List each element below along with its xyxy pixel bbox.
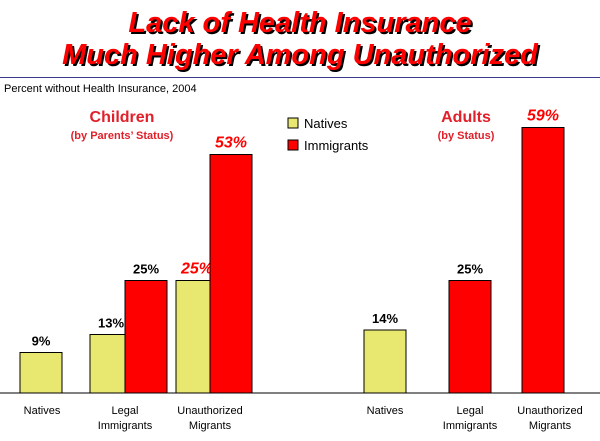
bar	[363, 329, 407, 394]
legend-swatch	[287, 139, 299, 151]
bar	[19, 352, 63, 394]
data-label: 13%	[98, 316, 124, 331]
panel-subheading: (by Status)	[438, 130, 495, 142]
category-label: Unauthorized	[177, 405, 242, 417]
chart-subtitle: Percent without Health Insurance, 2004	[4, 83, 197, 95]
bar	[209, 154, 253, 394]
chart-marks: Children (by Parents’ Status) 9% Natives 13%…	[19, 108, 583, 432]
category-label: Migrants	[529, 420, 572, 432]
category-label: Immigrants	[98, 420, 153, 432]
bar	[448, 280, 492, 394]
data-label: 25%	[457, 262, 483, 277]
category-label: Natives	[367, 405, 404, 417]
title-divider	[0, 77, 600, 78]
data-label: 25%	[133, 262, 159, 277]
category-label: Legal	[112, 405, 139, 417]
data-label: 9%	[32, 334, 51, 349]
data-label: 59%	[527, 108, 559, 125]
panel-heading: Children	[90, 109, 155, 126]
panel-heading: Adults	[441, 109, 491, 126]
data-label: 14%	[372, 311, 398, 326]
category-label: Unauthorized	[517, 405, 582, 417]
chart-title-line2: Much Higher Among Unauthorized	[62, 39, 538, 71]
data-label: 53%	[215, 135, 247, 152]
legend-label: Immigrants	[304, 138, 369, 153]
category-label: Immigrants	[443, 420, 498, 432]
category-label: Legal	[457, 405, 484, 417]
chart-title-line1: Lack of Health Insurance	[128, 7, 472, 39]
data-label: 25%	[180, 261, 213, 278]
category-label: Migrants	[189, 420, 232, 432]
legend-swatch	[287, 117, 299, 129]
panel-subheading: (by Parents’ Status)	[71, 130, 174, 142]
bar	[521, 127, 565, 394]
bar	[124, 280, 168, 394]
legend-label: Natives	[304, 116, 348, 131]
category-label: Natives	[24, 405, 61, 417]
